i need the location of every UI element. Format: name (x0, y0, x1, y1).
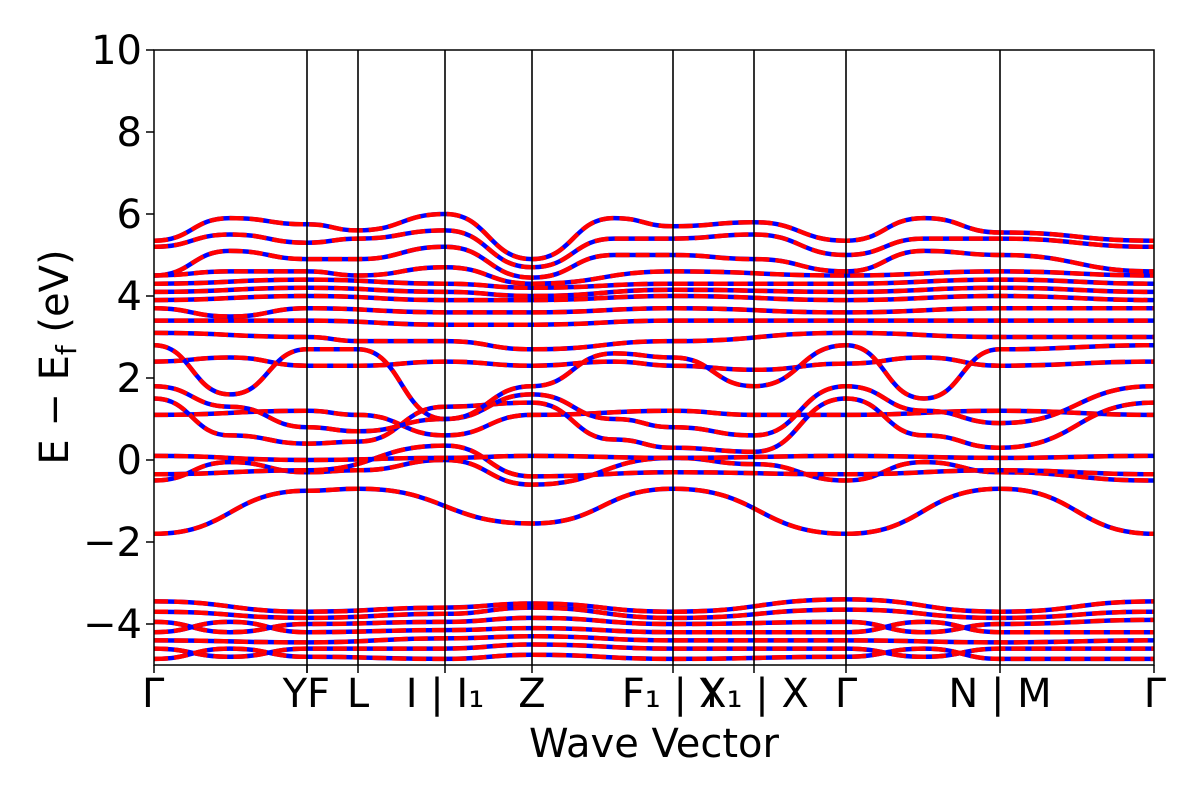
band-2-red-dashed-line (154, 443, 1154, 479)
band-10-red-dashed-line (154, 318, 1154, 327)
y-tick-label-7: 10 (91, 28, 142, 74)
band-9-red-dashed-line (154, 330, 1154, 352)
x-tick-label-3: L (347, 671, 370, 717)
plot-frame (153, 49, 1155, 666)
band-24-red-dashed-line (154, 642, 1154, 660)
band-13-red-dashed-line (154, 285, 1154, 299)
band-22-red-dashed-line (154, 619, 1154, 635)
y-tick-label-4: 4 (117, 274, 142, 320)
band-16-red-dashed-line (154, 244, 1154, 280)
band-17-blue-line (154, 228, 1154, 270)
x-tick-label-10: Γ (1144, 671, 1167, 717)
y-tick-label-0: −4 (83, 602, 142, 648)
band-17-red-dashed-line (154, 228, 1154, 270)
x-tick-label-6: F₁ | Y (622, 671, 725, 717)
x-tick-label-2: F (307, 671, 330, 717)
band-21-red-dashed-line (154, 615, 1154, 635)
band-12-red-dashed-line (154, 293, 1154, 303)
band-18-red-dashed-line (154, 211, 1154, 262)
band-1-red-dashed-line (154, 455, 1154, 487)
y-tick-label-3: 2 (117, 356, 142, 402)
y-axis-label-sub: f (50, 344, 83, 355)
y-axis-label-main: E − E (32, 355, 78, 465)
band-20-red-dashed-line (154, 605, 1154, 621)
x-tick-label-9: N | M (948, 671, 1051, 717)
x-axis-label: Wave Vector (529, 721, 780, 767)
y-tick-label-1: −2 (83, 520, 142, 566)
band-15-blue-line (154, 265, 1154, 286)
band-3-red-dashed-line (154, 453, 1154, 463)
bands-layer (154, 211, 1154, 662)
band-25-red-dashed-line (154, 646, 1154, 662)
band-11-red-dashed-line (154, 306, 1154, 319)
band-7-red-dashed-line (154, 355, 1154, 373)
high-symmetry-lines (306, 50, 1001, 665)
band-23-red-dashed-line (154, 634, 1154, 645)
band-8-red-dashed-line (154, 342, 1154, 422)
y-axis-label: E − Ef (eV) (32, 249, 83, 464)
x-tick-label-7: X₁ | X (699, 671, 809, 717)
x-tick-label-1: Y (282, 671, 308, 717)
x-tick-label-0: Γ (142, 671, 165, 717)
y-tick-label-6: 8 (117, 110, 142, 156)
band-4-red-dashed-line (154, 408, 1154, 438)
x-tick-label-5: Z (518, 671, 545, 717)
band-19-red-dashed-line (154, 597, 1154, 614)
band-14-red-dashed-line (154, 277, 1154, 291)
band-0-red-dashed-line (154, 486, 1154, 537)
band-0-blue-line (154, 486, 1154, 537)
y-axis-ticks: −4 −2 0 2 4 6 8 10 (83, 28, 154, 648)
x-tick-label-4: I | I₁ (406, 671, 485, 717)
y-tick-label-2: 0 (117, 438, 142, 484)
y-tick-label-5: 6 (117, 192, 142, 238)
y-axis-label-unit: (eV) (32, 249, 78, 345)
x-tick-label-8: Γ (835, 671, 858, 717)
